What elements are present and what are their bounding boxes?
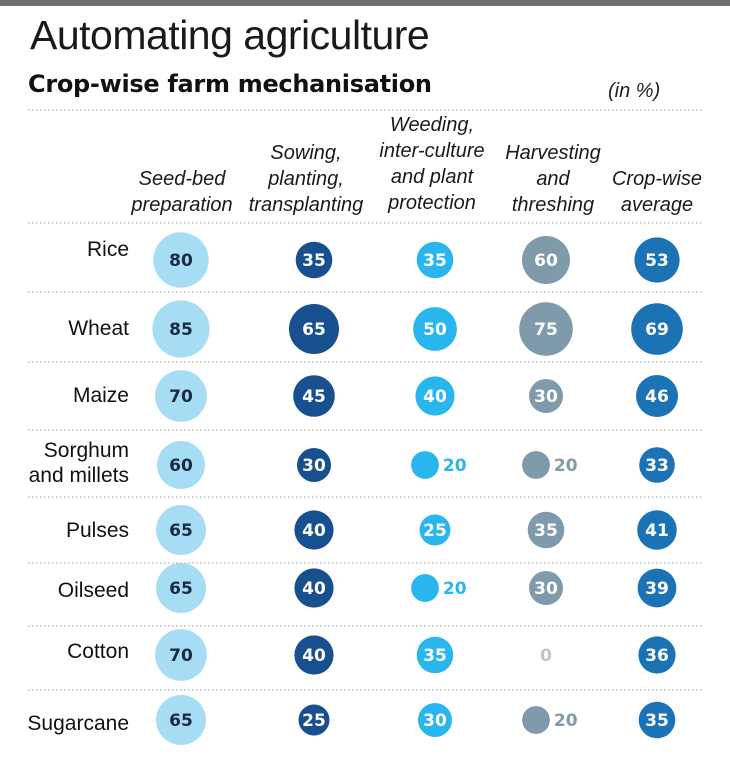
value-label-pulses-sowing: 40	[302, 521, 326, 541]
value-label-sorghum-harvesting: 20	[554, 456, 578, 476]
value-label-rice-sowing: 35	[302, 251, 326, 271]
value-label-pulses-weeding: 25	[423, 521, 447, 541]
value-label-maize-weeding: 40	[423, 387, 447, 407]
bubble-wheat-average	[631, 303, 683, 355]
value-label-oilseed-harvesting: 30	[534, 579, 558, 599]
value-label-oilseed-weeding: 20	[443, 579, 467, 599]
bubble-oilseed-sowing	[294, 568, 334, 608]
bubble-sugarcane-weeding	[418, 703, 452, 737]
value-label-cotton-average: 36	[645, 646, 669, 666]
row-label-cotton: Cotton	[67, 640, 129, 663]
value-label-sugarcane-weeding: 30	[423, 711, 447, 731]
bubble-wheat-seed-bed	[152, 300, 210, 358]
row-label-pulses: Pulses	[65, 519, 129, 542]
bubble-sorghum-sowing	[297, 448, 331, 482]
value-label-maize-seed-bed: 70	[169, 387, 193, 407]
value-label-rice-seed-bed: 80	[169, 251, 193, 271]
bubble-rice-harvesting	[522, 236, 570, 284]
value-label-sugarcane-sowing: 25	[302, 711, 326, 731]
row-label-sugarcane: Sugarcane	[27, 712, 129, 735]
value-label-rice-average: 53	[645, 251, 669, 271]
bubble-cotton-seed-bed	[155, 629, 207, 681]
value-label-wheat-weeding: 50	[423, 320, 447, 340]
bubble-oilseed-average	[637, 568, 677, 608]
value-label-wheat-seed-bed: 85	[169, 320, 193, 340]
bubble-maize-harvesting	[529, 379, 563, 413]
value-label-maize-harvesting: 30	[534, 387, 558, 407]
bubble-sorghum-weeding	[411, 451, 439, 479]
value-label-oilseed-sowing: 40	[302, 579, 326, 599]
bubble-pulses-average	[637, 510, 677, 550]
value-label-sugarcane-harvesting: 20	[554, 711, 578, 731]
row-label-oilseed: Oilseed	[57, 579, 129, 602]
bubble-wheat-harvesting	[519, 302, 573, 356]
bubble-cotton-average	[638, 636, 676, 674]
column-header-harvesting: Harvesting and threshing	[505, 142, 601, 216]
value-label-sorghum-sowing: 30	[302, 456, 326, 476]
chart-subtitle: Crop-wise farm mechanisation	[28, 70, 432, 98]
row-label-maize: Maize	[72, 384, 129, 407]
value-label-maize-sowing: 45	[302, 387, 326, 407]
top-rule	[0, 0, 730, 6]
value-label-cotton-seed-bed: 70	[169, 646, 193, 666]
column-header-seed-bed: Seed-bed preparation	[131, 168, 233, 216]
bubble-oilseed-weeding	[411, 574, 439, 602]
value-label-sorghum-average: 33	[645, 456, 669, 476]
page-title: Automating agriculture	[30, 12, 430, 58]
value-label-sorghum-seed-bed: 60	[169, 456, 193, 476]
column-header-sowing: Sowing, planting, transplanting	[248, 142, 364, 216]
value-label-cotton-sowing: 40	[302, 646, 326, 666]
row-label-sorghum: Sorghum and millets	[28, 439, 129, 487]
value-label-rice-harvesting: 60	[534, 251, 558, 271]
value-label-cotton-weeding: 35	[423, 646, 447, 666]
value-label-sugarcane-average: 35	[645, 711, 669, 731]
units-label: (in %)	[608, 80, 661, 102]
row-label-wheat: Wheat	[68, 317, 129, 340]
bubble-rice-average	[634, 237, 680, 283]
column-header-average: Crop-wise average	[611, 168, 703, 216]
bubble-wheat-sowing	[289, 304, 339, 354]
bubble-oilseed-harvesting	[529, 571, 563, 605]
bubble-sorghum-average	[639, 447, 675, 483]
bubble-sugarcane-sowing	[298, 704, 330, 736]
bubble-cotton-weeding	[416, 636, 454, 674]
value-label-oilseed-seed-bed: 65	[169, 579, 193, 599]
bubble-maize-sowing	[293, 375, 335, 417]
bubble-sorghum-harvesting	[522, 451, 550, 479]
value-label-wheat-average: 69	[645, 320, 669, 340]
bubble-oilseed-seed-bed	[156, 563, 206, 613]
value-label-oilseed-average: 39	[645, 579, 669, 599]
bubble-rice-weeding	[416, 241, 454, 279]
value-label-cotton-harvesting: 0	[540, 646, 552, 666]
bubble-sugarcane-average	[638, 701, 676, 739]
bubble-pulses-weeding	[419, 514, 451, 546]
bubble-sugarcane-seed-bed	[156, 695, 206, 745]
bubble-pulses-sowing	[294, 510, 334, 550]
value-label-wheat-harvesting: 75	[534, 320, 558, 340]
bubble-wheat-weeding	[413, 307, 457, 351]
value-label-pulses-seed-bed: 65	[169, 521, 193, 541]
bubble-rice-seed-bed	[153, 232, 209, 288]
bubble-maize-weeding	[415, 376, 455, 416]
bubble-rice-sowing	[295, 241, 333, 279]
value-label-sorghum-weeding: 20	[443, 456, 467, 476]
value-label-pulses-average: 41	[645, 521, 669, 541]
bubble-sugarcane-harvesting	[522, 706, 550, 734]
bubble-pulses-seed-bed	[156, 505, 206, 555]
value-label-rice-weeding: 35	[423, 251, 447, 271]
bubble-pulses-harvesting	[527, 511, 565, 549]
value-label-wheat-sowing: 65	[302, 320, 326, 340]
value-label-maize-average: 46	[645, 387, 669, 407]
value-label-sugarcane-seed-bed: 65	[169, 711, 193, 731]
column-header-weeding: Weeding, inter-culture and plant protect…	[379, 114, 485, 214]
bubble-sorghum-seed-bed	[157, 441, 205, 489]
bubble-cotton-sowing	[294, 635, 334, 675]
value-label-pulses-harvesting: 35	[534, 521, 558, 541]
bubble-maize-seed-bed	[155, 370, 207, 422]
bubble-maize-average	[636, 375, 678, 417]
row-label-rice: Rice	[86, 238, 129, 261]
